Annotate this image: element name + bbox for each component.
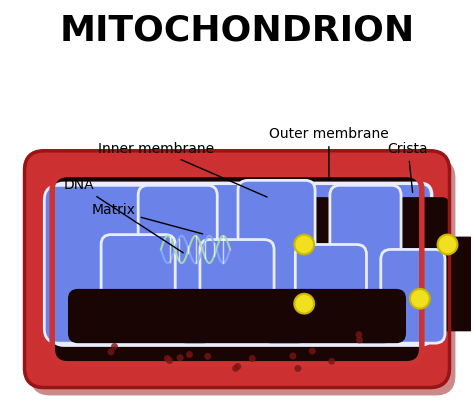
FancyBboxPatch shape — [30, 159, 456, 395]
Circle shape — [290, 353, 296, 359]
FancyBboxPatch shape — [362, 237, 421, 331]
Circle shape — [328, 358, 335, 365]
Text: MITOCHONDRION: MITOCHONDRION — [59, 13, 415, 47]
Circle shape — [294, 365, 301, 372]
Circle shape — [111, 343, 118, 350]
Text: Outer membrane: Outer membrane — [269, 127, 389, 181]
FancyBboxPatch shape — [200, 239, 274, 343]
FancyBboxPatch shape — [52, 183, 432, 345]
Circle shape — [294, 234, 314, 254]
Text: DNA: DNA — [64, 178, 183, 253]
Text: Matrix: Matrix — [92, 203, 203, 234]
Circle shape — [186, 351, 193, 358]
FancyBboxPatch shape — [334, 197, 393, 302]
Circle shape — [356, 331, 363, 338]
Circle shape — [356, 337, 363, 344]
Circle shape — [166, 357, 173, 364]
FancyBboxPatch shape — [304, 237, 364, 331]
FancyBboxPatch shape — [44, 186, 192, 343]
FancyBboxPatch shape — [295, 244, 366, 343]
Text: Crista: Crista — [388, 142, 428, 193]
FancyBboxPatch shape — [274, 197, 334, 302]
FancyBboxPatch shape — [330, 186, 401, 299]
FancyBboxPatch shape — [240, 237, 299, 331]
FancyBboxPatch shape — [418, 237, 474, 331]
Circle shape — [294, 294, 314, 314]
FancyBboxPatch shape — [390, 197, 449, 302]
Circle shape — [232, 365, 239, 372]
FancyBboxPatch shape — [381, 249, 445, 343]
FancyBboxPatch shape — [52, 174, 422, 364]
Circle shape — [249, 355, 256, 362]
FancyBboxPatch shape — [238, 181, 315, 299]
Text: Inner membrane: Inner membrane — [98, 142, 267, 197]
FancyBboxPatch shape — [101, 234, 175, 343]
Circle shape — [204, 353, 211, 360]
Circle shape — [164, 355, 171, 362]
FancyBboxPatch shape — [25, 151, 449, 388]
Circle shape — [410, 289, 430, 309]
Circle shape — [177, 354, 183, 361]
Circle shape — [309, 348, 316, 354]
FancyBboxPatch shape — [138, 186, 217, 318]
Circle shape — [108, 349, 114, 355]
Circle shape — [234, 363, 241, 370]
FancyBboxPatch shape — [68, 289, 406, 343]
Circle shape — [438, 234, 457, 254]
